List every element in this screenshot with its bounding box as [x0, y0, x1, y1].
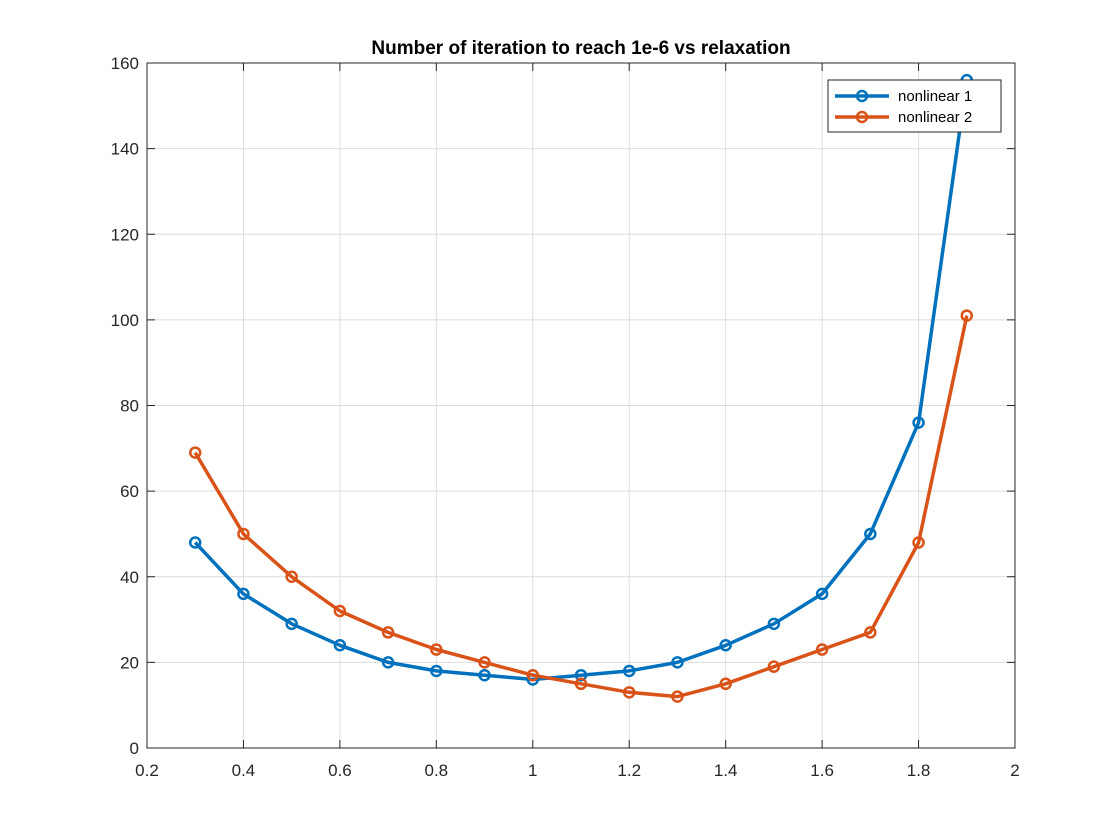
data-point — [237, 527, 250, 541]
x-tick-label: 1.6 — [810, 761, 834, 780]
data-point — [622, 686, 636, 699]
series-2 — [188, 309, 974, 703]
y-tick-label: 80 — [120, 397, 139, 416]
y-tick-label: 120 — [111, 225, 139, 244]
data-point — [767, 617, 781, 631]
data-point — [285, 570, 298, 583]
data-point — [815, 643, 829, 656]
y-tick-label: 20 — [120, 653, 139, 672]
data-point — [960, 309, 974, 322]
legend-marker — [855, 89, 869, 103]
legend-label: nonlinear 2 — [898, 109, 972, 126]
data-point — [381, 626, 395, 639]
x-tick-label: 2 — [1010, 761, 1019, 780]
x-tick-label: 1.8 — [907, 761, 931, 780]
data-point — [767, 660, 781, 673]
data-point — [188, 536, 202, 549]
x-tick-label: 0.8 — [425, 761, 449, 780]
data-point — [719, 677, 732, 691]
data-point — [671, 656, 684, 669]
legend: nonlinear 1 nonlinear 2 — [827, 79, 1002, 133]
data-point — [671, 690, 684, 703]
data-point — [864, 626, 877, 639]
y-tick-label: 140 — [111, 140, 139, 159]
data-point — [526, 668, 540, 682]
data-point — [478, 656, 491, 669]
data-point — [430, 664, 443, 678]
data-point — [478, 668, 491, 682]
x-tick-label: 0.6 — [328, 761, 352, 780]
legend-box — [827, 79, 1002, 133]
x-tick-label: 0.2 — [135, 761, 159, 780]
data-point — [864, 527, 877, 541]
data-point — [912, 416, 925, 429]
data-point — [574, 668, 588, 682]
series-line — [193, 79, 969, 682]
data-point — [622, 664, 636, 678]
data-point — [333, 604, 347, 618]
y-tick-label: 0 — [130, 739, 139, 758]
x-tick-label: 1.2 — [617, 761, 641, 780]
series-line — [193, 315, 969, 699]
series-layer — [188, 73, 974, 703]
data-point — [188, 446, 202, 459]
y-tick-label: 40 — [120, 568, 139, 587]
data-point — [574, 677, 588, 691]
data-point — [285, 617, 298, 631]
data-point — [333, 639, 347, 652]
data-point — [912, 536, 925, 549]
y-tick-label: 60 — [120, 482, 139, 501]
data-point — [815, 587, 829, 601]
data-point — [381, 656, 395, 669]
y-tick-label: 100 — [111, 311, 139, 330]
data-point — [237, 587, 250, 601]
ticks: 0.2 0.4 0.6 0.8 1 1.2 1.4 1.6 1.8 202040608010012… — [111, 54, 1020, 780]
legend-label: nonlinear 1 — [898, 88, 972, 105]
legend-item: nonlinear 2 — [835, 109, 972, 126]
x-tick-label: 1.4 — [714, 761, 738, 780]
legend-marker — [855, 110, 869, 124]
data-point — [719, 639, 732, 652]
chart-title: Number of iteration to reach 1e-6 vs rel… — [371, 38, 790, 59]
data-point — [430, 643, 443, 656]
legend-item: nonlinear 1 — [835, 88, 972, 105]
y-tick-label: 160 — [111, 54, 139, 73]
x-tick-label: 0.4 — [232, 761, 256, 780]
x-tick-label: 1 — [528, 761, 537, 780]
